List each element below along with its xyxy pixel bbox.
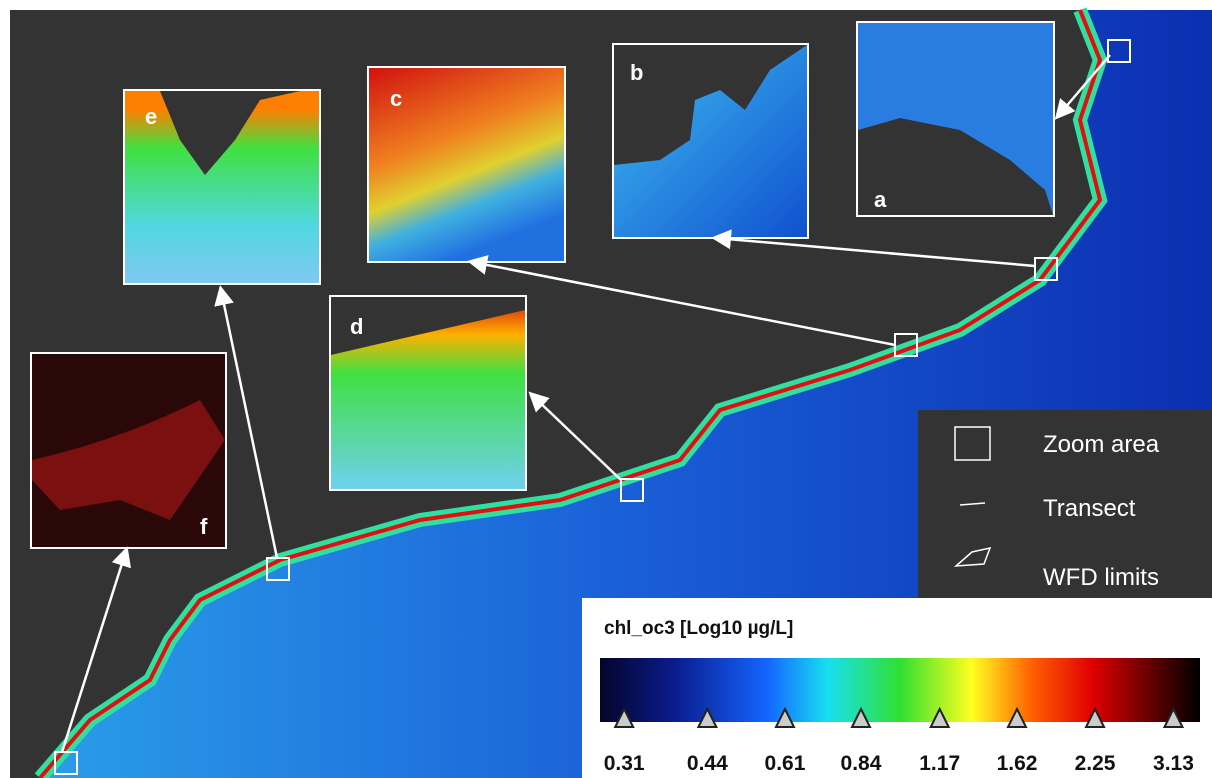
legend-label: WFD limits (1043, 564, 1159, 591)
legend-label: Zoom area (1043, 431, 1160, 458)
colorbar-gradient (600, 658, 1200, 722)
tick-label: 3.13 (1153, 752, 1194, 775)
tick-label: 0.61 (765, 752, 806, 775)
panel-a: a (857, 22, 1054, 216)
panel-e: e (124, 90, 320, 284)
tick-label: 1.17 (919, 752, 960, 775)
panel-label: f (200, 514, 208, 539)
panel-f: f (31, 353, 226, 548)
panel-label: a (874, 187, 887, 212)
tick-label: 1.62 (997, 752, 1038, 775)
tick-label: 0.84 (841, 752, 882, 775)
panel-label: d (350, 314, 363, 339)
colorbar: chl_oc3 [Log10 µg/L] 0.31 0.44 0.61 0.84 1.1… (582, 598, 1212, 778)
tick-label: 0.31 (604, 752, 645, 775)
legend: Zoom area Transect WFD limits (918, 410, 1212, 598)
panel-c: c (368, 67, 565, 262)
panel-label: b (630, 60, 643, 85)
tick-label: 2.25 (1075, 752, 1116, 775)
figure: e c b a d f Zoom area Transect WFD limit… (0, 0, 1212, 778)
panel-b: b (613, 44, 808, 238)
panel-label: e (145, 104, 157, 129)
legend-label: Transect (1043, 495, 1136, 522)
panel-label: c (390, 86, 402, 111)
panel-d: d (330, 296, 526, 490)
tick-label: 0.44 (687, 752, 728, 775)
colorbar-title: chl_oc3 [Log10 µg/L] (604, 618, 793, 639)
